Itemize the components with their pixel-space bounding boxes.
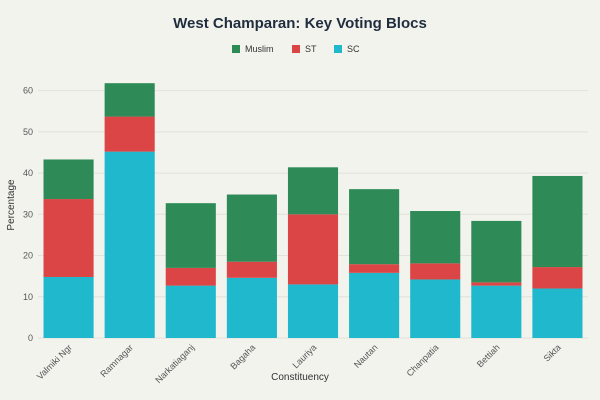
bar-st-3[interactable] bbox=[226, 261, 277, 278]
x-axis-title: Constituency bbox=[271, 372, 329, 383]
x-tick-label: Sikta bbox=[542, 342, 563, 363]
legend-label-st[interactable]: ST bbox=[305, 44, 317, 54]
y-axis-title: Percentage bbox=[6, 179, 17, 231]
bar-st-5[interactable] bbox=[349, 264, 400, 273]
legend-label-sc[interactable]: SC bbox=[347, 44, 360, 54]
y-tick-label: 0 bbox=[28, 333, 33, 343]
y-tick-label: 60 bbox=[23, 86, 33, 96]
bar-muslim-8[interactable] bbox=[532, 175, 583, 268]
x-tick-label: Bettiah bbox=[475, 342, 502, 369]
x-tick-label: Nautan bbox=[352, 342, 380, 370]
bar-muslim-4[interactable] bbox=[287, 167, 339, 215]
bar-muslim-6[interactable] bbox=[410, 211, 461, 264]
legend-swatch-muslim bbox=[232, 45, 240, 53]
bar-sc-1[interactable] bbox=[104, 151, 155, 338]
y-tick-label: 40 bbox=[23, 168, 33, 178]
legend-swatch-st bbox=[292, 45, 300, 53]
bar-st-0[interactable] bbox=[43, 199, 94, 277]
y-tick-label: 10 bbox=[23, 292, 33, 302]
bar-muslim-3[interactable] bbox=[226, 194, 277, 262]
bar-st-2[interactable] bbox=[165, 267, 216, 286]
bar-sc-3[interactable] bbox=[226, 277, 277, 338]
bar-sc-7[interactable] bbox=[471, 285, 522, 338]
bar-muslim-5[interactable] bbox=[349, 189, 400, 265]
bar-sc-8[interactable] bbox=[532, 288, 583, 338]
chart-title: West Champaran: Key Voting Blocs bbox=[173, 15, 427, 32]
legend: Muslim ST SC bbox=[232, 44, 360, 54]
x-tick-label: Narkatiaganj bbox=[153, 342, 196, 385]
x-tick-label: Lauriya bbox=[290, 342, 318, 370]
y-axis: 0 10 20 30 40 50 60 bbox=[23, 86, 33, 343]
bar-sc-4[interactable] bbox=[287, 284, 339, 338]
y-tick-label: 50 bbox=[23, 127, 33, 137]
bar-st-4[interactable] bbox=[287, 214, 339, 285]
bars bbox=[43, 83, 583, 338]
bar-sc-5[interactable] bbox=[349, 272, 400, 338]
bar-muslim-2[interactable] bbox=[165, 203, 216, 268]
bar-sc-2[interactable] bbox=[165, 285, 216, 338]
legend-label-muslim[interactable]: Muslim bbox=[245, 44, 274, 54]
x-tick-label: Ramnagar bbox=[98, 342, 135, 379]
bar-muslim-1[interactable] bbox=[104, 83, 155, 117]
bar-muslim-0[interactable] bbox=[43, 159, 94, 200]
legend-swatch-sc bbox=[334, 45, 342, 53]
y-tick-label: 30 bbox=[23, 209, 33, 219]
x-tick-label: Bagaha bbox=[228, 342, 257, 371]
bar-sc-0[interactable] bbox=[43, 276, 94, 338]
x-tick-label: Chanpatia bbox=[405, 342, 441, 378]
y-tick-label: 20 bbox=[23, 251, 33, 261]
bar-st-8[interactable] bbox=[532, 267, 583, 289]
bar-sc-6[interactable] bbox=[410, 279, 461, 338]
bar-st-7[interactable] bbox=[471, 282, 522, 286]
bar-st-6[interactable] bbox=[410, 263, 461, 280]
x-tick-label: Valmiki Ngr bbox=[35, 342, 74, 381]
bar-st-1[interactable] bbox=[104, 116, 155, 152]
bar-muslim-7[interactable] bbox=[471, 220, 522, 283]
